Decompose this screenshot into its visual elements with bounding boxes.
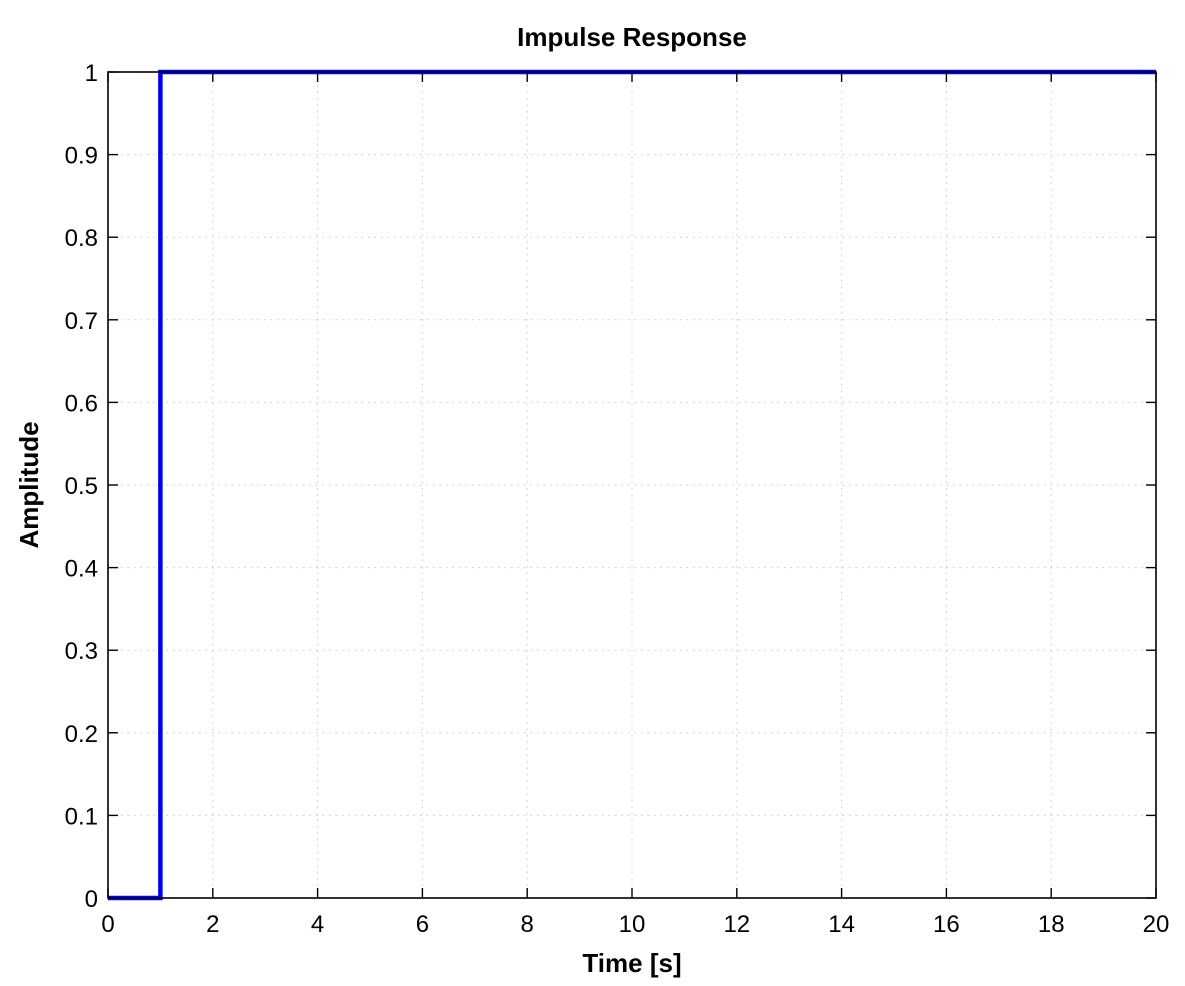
x-tick-label: 14 (828, 911, 855, 938)
label-layer: 0 2 4 6 8 10 12 14 16 18 20 0 0.1 0.2 0.3 0.4 0.5 0.6 0.7 0… (65, 60, 1170, 938)
x-tick-label: 4 (311, 911, 324, 938)
x-tick-label: 18 (1038, 911, 1065, 938)
tick-layer (107, 71, 1157, 899)
x-axis-title: Time [s] (582, 948, 681, 978)
y-tick-label: 0.4 (65, 556, 98, 583)
y-tick-label: 0.6 (65, 390, 98, 417)
y-tick-label: 0.7 (65, 308, 98, 335)
grid-layer (108, 72, 1156, 898)
x-tick-label: 8 (521, 911, 534, 938)
y-tick-label: 1 (85, 60, 98, 87)
x-tick-label: 6 (416, 911, 429, 938)
y-tick-label: 0.9 (65, 143, 98, 170)
x-tick-label: 20 (1143, 911, 1170, 938)
x-tick-label: 16 (933, 911, 960, 938)
x-tick-label: 2 (206, 911, 219, 938)
x-tick-label: 0 (101, 911, 114, 938)
x-tick-label: 12 (723, 911, 750, 938)
y-tick-label: 0.2 (65, 721, 98, 748)
y-tick-label: 0.1 (65, 803, 98, 830)
y-tick-label: 0.8 (65, 225, 98, 252)
chart-title: Impulse Response (517, 22, 747, 52)
y-axis-title: Amplitude (14, 421, 44, 548)
x-tick-label: 10 (619, 911, 646, 938)
y-tick-label: 0.5 (65, 473, 98, 500)
y-tick-label: 0.3 (65, 638, 98, 665)
y-tick-label: 0 (85, 886, 98, 913)
